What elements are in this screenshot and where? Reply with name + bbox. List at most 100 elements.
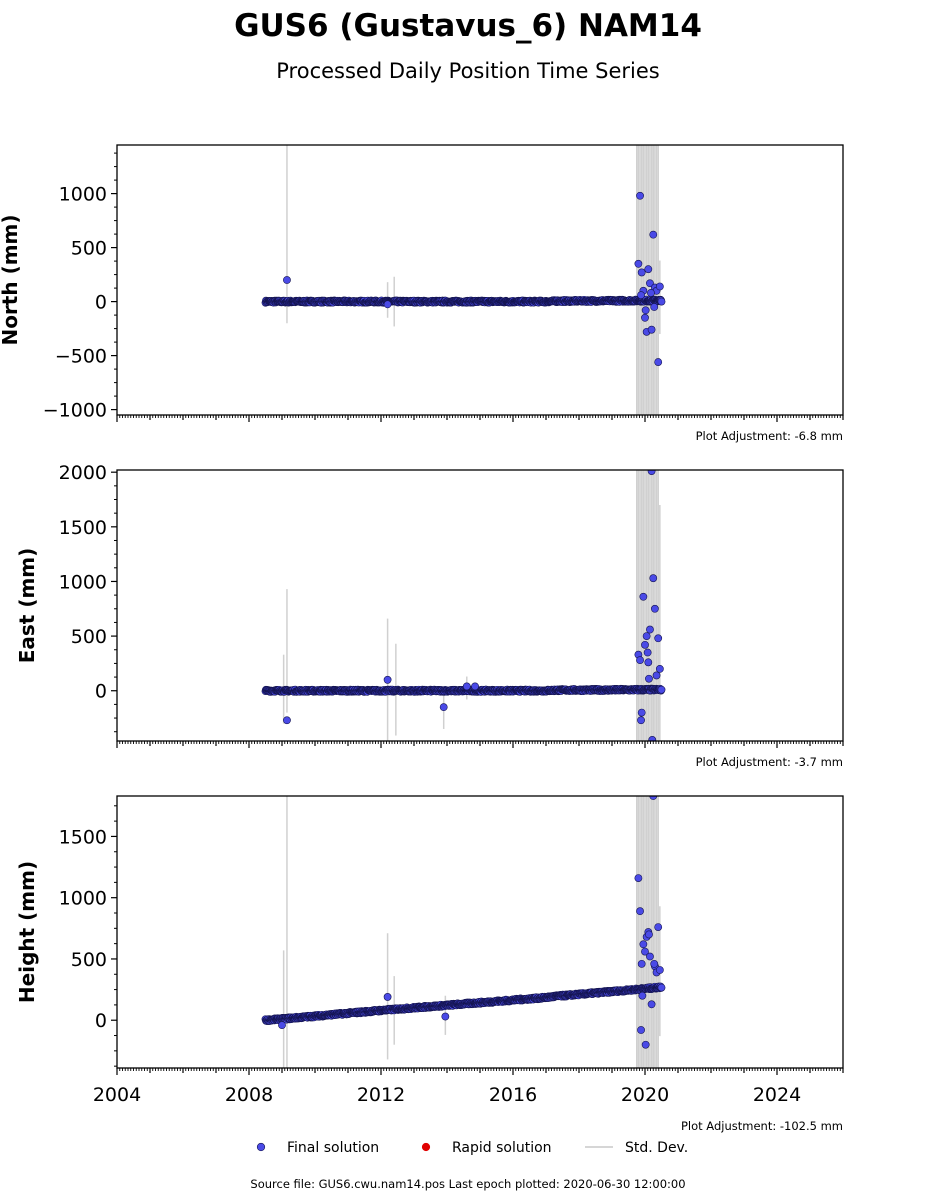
panel-north: −1000 −500 0 500 1000 North (mm) Plot Adjustme… bbox=[0, 144, 844, 443]
data-point bbox=[654, 923, 663, 931]
plot-frame bbox=[116, 144, 844, 416]
chart-title: GUS6 (Gustavus_6) NAM14 bbox=[234, 8, 702, 44]
plot-area bbox=[261, 145, 666, 415]
data-point bbox=[645, 674, 653, 683]
y-tick-label: 0 bbox=[95, 292, 107, 314]
data-point bbox=[647, 325, 656, 334]
y-tick-label: 500 bbox=[71, 626, 107, 648]
data-point bbox=[641, 306, 650, 315]
source-footer: Source file: GUS6.cwu.nam14.pos Last epo… bbox=[250, 1177, 685, 1191]
data-point bbox=[642, 632, 651, 640]
chart-subtitle: Processed Daily Position Time Series bbox=[276, 59, 660, 83]
data-point bbox=[655, 966, 664, 974]
y-axis-label: North (mm) bbox=[0, 214, 22, 345]
plot-area bbox=[261, 796, 666, 1068]
legend-final-label: Final solution bbox=[287, 1140, 379, 1156]
data-point bbox=[639, 592, 648, 601]
data-point bbox=[646, 625, 654, 634]
data-point bbox=[644, 265, 653, 274]
data-point bbox=[439, 703, 448, 712]
plot-frame bbox=[116, 469, 844, 742]
legend: Final solution Rapid solution Std. Dev. bbox=[256, 1140, 688, 1156]
data-point bbox=[636, 656, 644, 665]
data-point bbox=[657, 983, 666, 992]
y-tick-label: −500 bbox=[55, 346, 107, 368]
data-point bbox=[646, 952, 654, 961]
panels-group: −1000 −500 0 500 1000 North (mm) Plot Adjustme… bbox=[0, 144, 844, 1133]
x-tick-label: 2012 bbox=[357, 1084, 405, 1106]
y-tick-label: 500 bbox=[71, 238, 107, 260]
y-axis-label: East (mm) bbox=[15, 548, 39, 664]
data-point bbox=[649, 230, 658, 239]
data-point bbox=[637, 708, 646, 717]
data-point bbox=[646, 279, 654, 288]
x-tick-label: 2004 bbox=[93, 1084, 141, 1106]
data-point bbox=[655, 282, 664, 291]
data-point bbox=[634, 874, 643, 882]
y-tick-label: 1000 bbox=[59, 184, 107, 206]
y-tick-label: 1500 bbox=[59, 517, 107, 539]
data-point bbox=[652, 671, 661, 680]
plot-adjustment-label: Plot Adjustment: -3.7 mm bbox=[696, 755, 843, 769]
data-point bbox=[654, 358, 663, 366]
data-point bbox=[650, 959, 659, 968]
data-point bbox=[641, 313, 649, 322]
data-point bbox=[638, 991, 647, 1000]
data-point bbox=[637, 959, 646, 968]
data-point bbox=[647, 1000, 656, 1009]
legend-rapid-label: Rapid solution bbox=[452, 1140, 552, 1156]
plot-adjustment-label: Plot Adjustment: -102.5 mm bbox=[681, 1119, 843, 1133]
data-point bbox=[383, 675, 392, 684]
y-tick-label: 1500 bbox=[59, 826, 107, 848]
data-point bbox=[643, 648, 652, 657]
data-point bbox=[641, 947, 649, 956]
data-point bbox=[636, 907, 644, 916]
data-point bbox=[648, 736, 657, 741]
y-tick-label: 2000 bbox=[59, 462, 107, 484]
y-tick-label: −1000 bbox=[43, 400, 107, 422]
data-point bbox=[657, 685, 666, 694]
data-point bbox=[636, 191, 644, 200]
data-point bbox=[657, 297, 666, 306]
data-point bbox=[278, 1021, 286, 1030]
data-point bbox=[637, 716, 645, 725]
data-point bbox=[655, 664, 664, 673]
data-point bbox=[651, 604, 659, 613]
panel-east: 0 500 1000 1500 2000 East (mm) Plot Adjustment… bbox=[15, 462, 844, 769]
data-point bbox=[634, 259, 643, 268]
data-point bbox=[441, 1012, 450, 1021]
data-point bbox=[641, 640, 649, 649]
x-tick-label: 2016 bbox=[489, 1084, 537, 1106]
data-point bbox=[641, 1040, 650, 1049]
data-point bbox=[471, 682, 479, 691]
data-point bbox=[647, 470, 656, 475]
y-tick-label: 1000 bbox=[59, 888, 107, 910]
data-point bbox=[637, 291, 645, 300]
y-tick-label: 0 bbox=[95, 1010, 107, 1032]
data-point bbox=[637, 1026, 645, 1034]
x-tick-label: 2008 bbox=[225, 1084, 273, 1106]
data-point bbox=[283, 716, 291, 725]
data-point bbox=[639, 940, 648, 949]
legend-stddev-label: Std. Dev. bbox=[625, 1140, 688, 1156]
plot-adjustment-label: Plot Adjustment: -6.8 mm bbox=[696, 429, 843, 443]
data-point bbox=[649, 574, 658, 583]
y-tick-label: 1000 bbox=[59, 571, 107, 593]
data-point bbox=[647, 289, 655, 297]
y-tick-label: 500 bbox=[71, 949, 107, 971]
legend-rapid-marker bbox=[421, 1142, 431, 1152]
y-tick-label: 0 bbox=[95, 681, 107, 703]
plot-frame bbox=[116, 795, 844, 1069]
data-point bbox=[650, 303, 659, 311]
data-point bbox=[462, 682, 471, 691]
data-point bbox=[644, 658, 653, 667]
plot-area bbox=[261, 470, 666, 741]
data-point bbox=[383, 300, 392, 309]
panel-height: 0 500 1000 1500 2004 2008 2012 2016 2020 2024 Heig… bbox=[15, 795, 844, 1133]
y-axis-label: Height (mm) bbox=[15, 861, 39, 1003]
data-point bbox=[645, 930, 653, 939]
x-tick-label: 2024 bbox=[753, 1084, 801, 1106]
data-point bbox=[637, 268, 646, 277]
x-tick-label: 2020 bbox=[621, 1084, 669, 1106]
